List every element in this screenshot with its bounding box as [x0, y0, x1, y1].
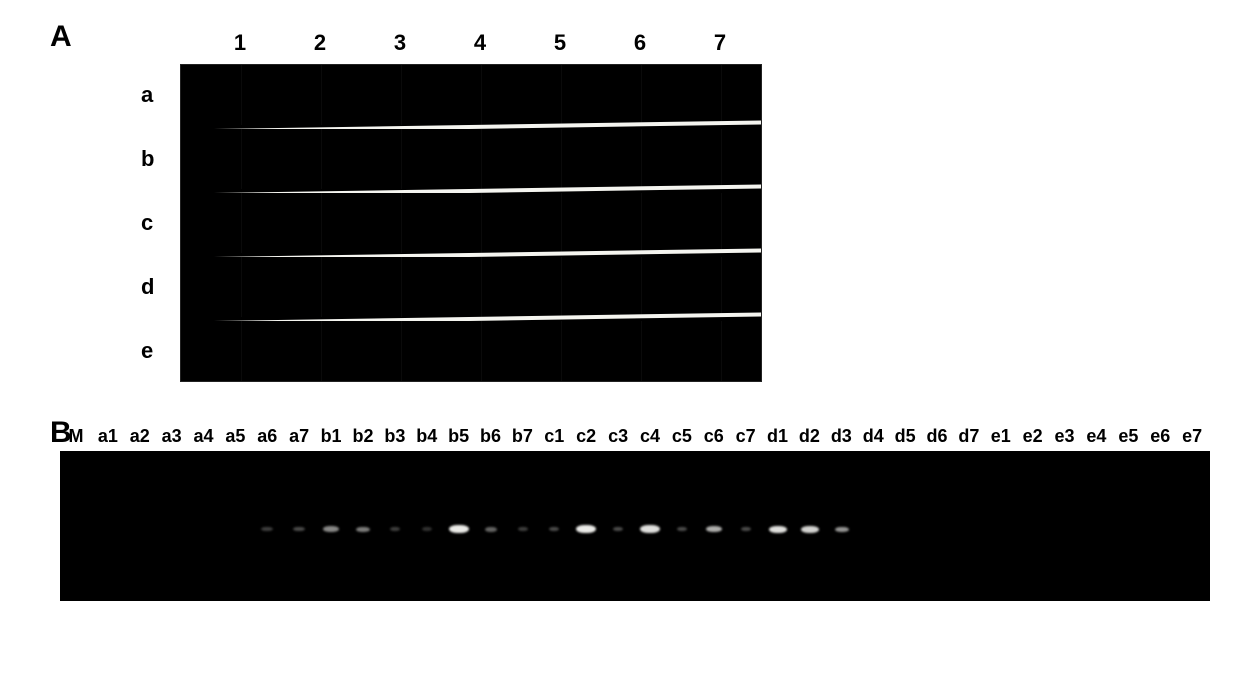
panel-b-lane-label: b6	[475, 426, 507, 447]
gel-band	[640, 525, 660, 533]
panel-a-row-label: a	[141, 82, 181, 108]
panel-b-lane-label: a2	[124, 426, 156, 447]
panel-a-strip	[181, 321, 761, 381]
gel-band	[356, 527, 370, 532]
gel-band	[518, 527, 528, 531]
gel-band	[323, 526, 339, 532]
panel-b-lane-label: b3	[379, 426, 411, 447]
panel-a-row: a	[181, 65, 761, 125]
panel-a-col-label: 2	[280, 30, 360, 56]
gel-band	[677, 527, 687, 531]
panel-b-lane-label: d7	[953, 426, 985, 447]
gel-band	[390, 527, 400, 531]
gel-band	[261, 527, 273, 531]
panel-b-lane-label: a4	[188, 426, 220, 447]
panel-b-lane-label: c4	[634, 426, 666, 447]
panel-a-col-label: 3	[360, 30, 440, 56]
panel-b-lane-label: e2	[1017, 426, 1049, 447]
panel-b-lane-label: a1	[92, 426, 124, 447]
panel-a-column-labels: 1234567	[180, 30, 1199, 56]
panel-a-row-label: b	[141, 146, 181, 172]
panel-b-lane-label: b7	[506, 426, 538, 447]
gel-band	[769, 526, 787, 533]
gel-band	[835, 527, 849, 532]
panel-a-row: d	[181, 257, 761, 317]
panel-b-lane-label: e5	[1112, 426, 1144, 447]
panel-b-lane-label: c5	[666, 426, 698, 447]
panel-a-row-label: c	[141, 210, 181, 236]
gel-band	[449, 525, 469, 533]
panel-b-lane-label: c1	[538, 426, 570, 447]
figure: A 1234567 abcde B Ma1a2a3a4a5a6a7b1b2b3b…	[40, 30, 1199, 601]
gel-band	[549, 527, 559, 531]
panel-b-lane-label: e1	[985, 426, 1017, 447]
panel-b-lane-label: b2	[347, 426, 379, 447]
panel-a-row: c	[181, 193, 761, 253]
panel-a-row-label: d	[141, 274, 181, 300]
panel-b-lane-label: d1	[762, 426, 794, 447]
gel-band	[576, 525, 596, 533]
panel-b-lane-label: c7	[730, 426, 762, 447]
panel-a-col-label: 1	[200, 30, 280, 56]
panel-b-lane-label: d2	[793, 426, 825, 447]
panel-b-lane-label: a5	[219, 426, 251, 447]
panel-a: A 1234567 abcde	[60, 30, 1199, 386]
gel-band	[293, 527, 305, 531]
panel-b-lane-label: b5	[443, 426, 475, 447]
panel-b-lane-label: d3	[825, 426, 857, 447]
panel-b-lane-label: e4	[1081, 426, 1113, 447]
panel-a-label: A	[50, 20, 72, 54]
panel-a-col-label: 6	[600, 30, 680, 56]
gel-band	[741, 527, 751, 531]
panel-b-lane-label: a3	[156, 426, 188, 447]
panel-b-lane-label: d5	[889, 426, 921, 447]
gel-band	[613, 527, 623, 531]
panel-b-lane-label: a7	[283, 426, 315, 447]
panel-b-lane-label: b1	[315, 426, 347, 447]
panel-a-col-label: 5	[520, 30, 600, 56]
panel-b-lane-label: e7	[1176, 426, 1208, 447]
panel-b-lane-label: a6	[251, 426, 283, 447]
panel-a-strip	[181, 257, 761, 317]
gel-band	[485, 527, 497, 532]
panel-b-lane-label: c3	[602, 426, 634, 447]
panel-a-col-label: 4	[440, 30, 520, 56]
panel-b-lane-label: c6	[698, 426, 730, 447]
panel-a-strip	[181, 193, 761, 253]
panel-b-lane-label: d6	[921, 426, 953, 447]
panel-b-lane-label: b4	[411, 426, 443, 447]
panel-a-row: b	[181, 129, 761, 189]
gel-band	[801, 526, 819, 533]
gel-band	[706, 526, 722, 532]
panel-a-strip	[181, 129, 761, 189]
panel-a-row-label: e	[141, 338, 181, 364]
panel-b-lane-label: e3	[1049, 426, 1081, 447]
panel-b-lane-label: e6	[1144, 426, 1176, 447]
panel-b: B Ma1a2a3a4a5a6a7b1b2b3b4b5b6b7c1c2c3c4c…	[60, 426, 1199, 601]
panel-a-row: e	[181, 321, 761, 381]
panel-b-lane-label: d4	[857, 426, 889, 447]
panel-b-lane-label: c2	[570, 426, 602, 447]
panel-b-label: B	[50, 416, 72, 450]
panel-a-strip	[181, 65, 761, 125]
panel-a-content: 1234567 abcde	[180, 30, 1199, 386]
panel-b-lane-labels: Ma1a2a3a4a5a6a7b1b2b3b4b5b6b7c1c2c3c4c5c…	[60, 426, 1210, 447]
panel-a-strip-stack: abcde	[180, 64, 762, 382]
panel-a-col-label: 7	[680, 30, 760, 56]
panel-b-gel	[60, 451, 1210, 601]
gel-band	[422, 527, 432, 531]
